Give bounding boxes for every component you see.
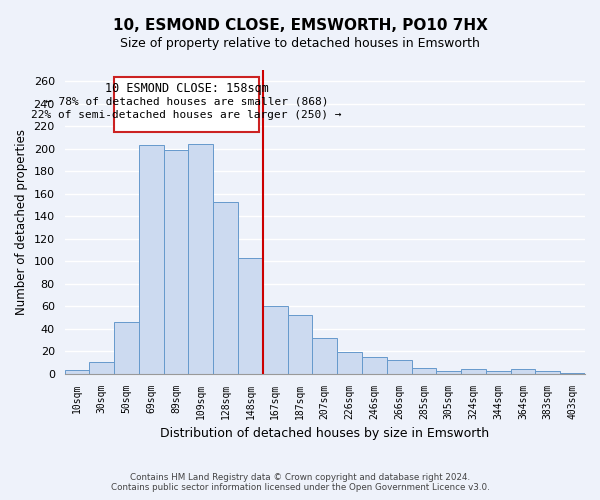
Bar bbox=[114, 322, 139, 374]
Bar bbox=[560, 372, 585, 374]
Bar bbox=[412, 368, 436, 374]
Bar bbox=[188, 144, 213, 374]
Text: 10 ESMOND CLOSE: 158sqm: 10 ESMOND CLOSE: 158sqm bbox=[104, 82, 269, 96]
Bar bbox=[164, 150, 188, 374]
Bar bbox=[362, 357, 387, 374]
Y-axis label: Number of detached properties: Number of detached properties bbox=[15, 129, 28, 315]
Text: 10, ESMOND CLOSE, EMSWORTH, PO10 7HX: 10, ESMOND CLOSE, EMSWORTH, PO10 7HX bbox=[113, 18, 487, 32]
Bar bbox=[139, 146, 164, 374]
Text: Contains HM Land Registry data © Crown copyright and database right 2024.
Contai: Contains HM Land Registry data © Crown c… bbox=[110, 473, 490, 492]
Bar bbox=[89, 362, 114, 374]
Bar bbox=[387, 360, 412, 374]
Bar bbox=[436, 372, 461, 374]
Text: 22% of semi-detached houses are larger (250) →: 22% of semi-detached houses are larger (… bbox=[31, 110, 342, 120]
Text: Size of property relative to detached houses in Emsworth: Size of property relative to detached ho… bbox=[120, 38, 480, 51]
Bar bbox=[213, 202, 238, 374]
Text: ← 78% of detached houses are smaller (868): ← 78% of detached houses are smaller (86… bbox=[45, 97, 328, 107]
Bar bbox=[114, 76, 259, 132]
Bar bbox=[535, 372, 560, 374]
Bar bbox=[461, 369, 486, 374]
Bar bbox=[486, 372, 511, 374]
Bar bbox=[337, 352, 362, 374]
Bar bbox=[65, 370, 89, 374]
Bar bbox=[238, 258, 263, 374]
Bar bbox=[511, 369, 535, 374]
Bar bbox=[263, 306, 287, 374]
X-axis label: Distribution of detached houses by size in Emsworth: Distribution of detached houses by size … bbox=[160, 427, 490, 440]
Bar bbox=[313, 338, 337, 374]
Bar bbox=[287, 315, 313, 374]
